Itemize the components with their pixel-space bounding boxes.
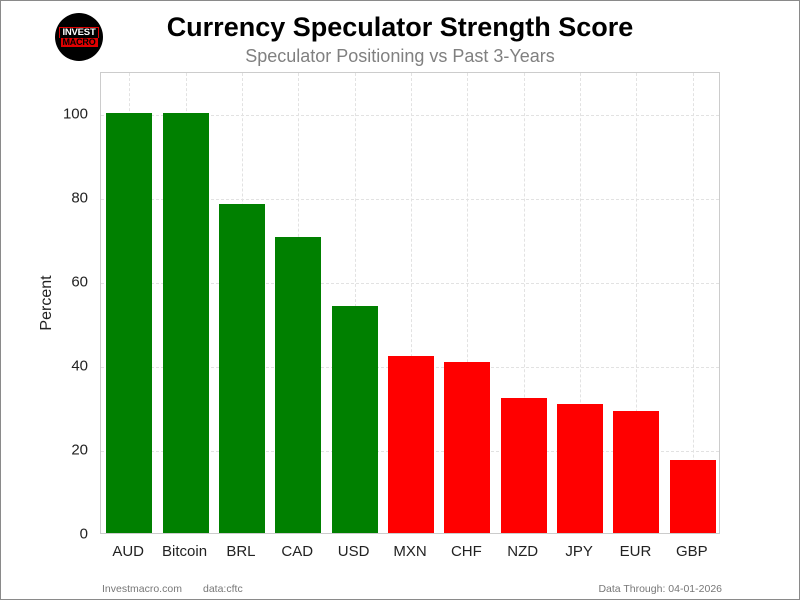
gridline-horizontal <box>101 283 719 284</box>
bar-brl <box>218 203 265 533</box>
y-tick-label: 20 <box>71 441 88 459</box>
y-tick-label: 100 <box>62 105 88 123</box>
bar-mxn <box>388 356 434 533</box>
gridline-vertical <box>354 73 356 533</box>
x-tick-label: Bitcoin <box>162 543 208 560</box>
bar-nzd <box>500 397 547 533</box>
bar-bitcoin <box>162 113 209 533</box>
gridline-vertical <box>692 73 694 533</box>
x-tick-label: JPY <box>565 543 593 560</box>
plot-area <box>100 72 720 534</box>
footer-data-through: Data Through: 04-01-2026 <box>598 583 722 595</box>
x-tick-label: AUD <box>112 543 144 560</box>
x-tick-label: GBP <box>675 543 708 560</box>
gridline-vertical <box>523 73 525 533</box>
gridline-vertical <box>411 73 412 533</box>
y-tick-label: 80 <box>71 189 88 207</box>
gridline-horizontal <box>101 199 719 200</box>
x-tick-label: CHF <box>450 543 482 560</box>
x-tick-label: CAD <box>281 543 314 560</box>
x-tick-label: EUR <box>619 543 652 560</box>
investmacro-logo: INVEST MACRO <box>55 13 103 61</box>
x-tick-label: BRL <box>226 543 256 560</box>
gridline-horizontal <box>101 115 719 116</box>
gridline-vertical <box>636 73 638 533</box>
bar-usd <box>331 305 378 533</box>
gridline-vertical <box>467 73 469 533</box>
bar-eur <box>613 410 660 533</box>
x-tick-label: MXN <box>393 543 427 560</box>
bar-gbp <box>669 460 716 533</box>
x-tick-label: USD <box>337 543 370 560</box>
y-tick-label: 40 <box>71 357 88 375</box>
bar-cad <box>275 236 322 533</box>
bar-chf <box>444 362 491 533</box>
x-tick-label: NZD <box>507 543 539 560</box>
bar-aud <box>106 113 153 533</box>
logo-text-macro: MACRO <box>60 37 98 47</box>
y-tick-label: 60 <box>71 273 88 291</box>
footer-data-source: data:cftc <box>203 583 243 595</box>
bar-jpy <box>557 403 604 533</box>
footer-source-site: Investmacro.com <box>102 583 182 595</box>
chart-title: Currency Speculator Strength Score <box>166 12 634 42</box>
chart-subtitle: Speculator Positioning vs Past 3-Years <box>245 46 555 66</box>
logo-text-invest: INVEST <box>59 27 99 38</box>
gridline-vertical <box>580 73 582 533</box>
y-tick-label: 0 <box>79 525 88 543</box>
